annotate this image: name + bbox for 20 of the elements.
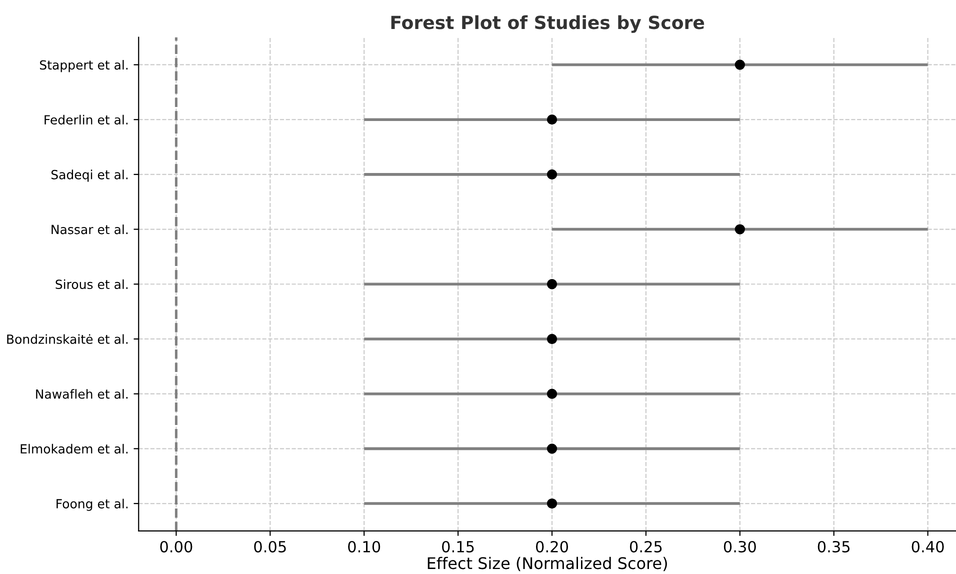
y-tick-label: Bondzinskaitė et al. [7,334,128,344]
y-tick-label: Sirous et al. [56,279,128,290]
x-tick-label: 0.25 [630,540,662,552]
x-tick-label: 0.00 [160,540,192,552]
x-tick-label: 0.35 [818,540,850,552]
y-tick-label: Sadeqi et al. [51,170,128,182]
y-tick-label: Elmokadem et al. [20,444,128,454]
y-tick-label: Federlin et al. [44,114,128,125]
x-tick-label: 0.05 [254,540,286,552]
y-tick-label: Nawafleh et al. [36,389,128,399]
chart-title: Forest Plot of Studies by Score [391,15,704,33]
x-tick-label: 0.20 [536,540,568,552]
x-tick-label: 0.10 [348,540,380,552]
x-tick-label: 0.30 [724,540,756,552]
x-tick-label: 0.15 [442,540,474,552]
x-tick-label: 0.40 [912,540,944,552]
y-tick-label: Stappert et al. [40,60,128,72]
x-axis-title: Effect Size (Normalized Score) [428,556,667,572]
y-tick-label: Nassar et al. [52,224,128,234]
y-tick-label: Foong et al. [56,498,128,511]
